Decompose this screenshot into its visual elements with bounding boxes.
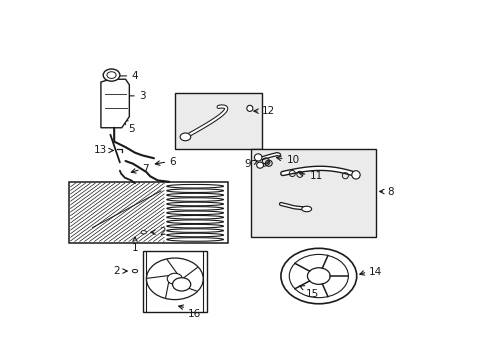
Circle shape — [307, 268, 329, 284]
Ellipse shape — [256, 162, 263, 168]
Ellipse shape — [351, 171, 359, 179]
Text: 6: 6 — [169, 157, 175, 167]
Text: 11: 11 — [309, 171, 322, 181]
Text: 15: 15 — [305, 288, 318, 298]
Text: 10: 10 — [286, 155, 299, 165]
Ellipse shape — [246, 105, 252, 111]
Text: 2: 2 — [113, 266, 120, 276]
Circle shape — [172, 278, 190, 291]
Circle shape — [103, 69, 120, 81]
Ellipse shape — [301, 206, 311, 212]
Text: 2: 2 — [159, 227, 165, 237]
Bar — [175, 93, 262, 149]
Text: 16: 16 — [188, 309, 201, 319]
Circle shape — [107, 72, 116, 78]
Ellipse shape — [132, 269, 138, 273]
Ellipse shape — [141, 231, 146, 234]
Bar — [250, 149, 375, 237]
Ellipse shape — [254, 154, 262, 161]
Text: 5: 5 — [128, 125, 135, 134]
Text: 4: 4 — [131, 71, 138, 81]
Circle shape — [280, 248, 356, 304]
Text: 13: 13 — [94, 145, 107, 156]
Bar — [142, 251, 206, 312]
Text: 9: 9 — [244, 159, 250, 169]
Bar — [68, 182, 227, 243]
Text: 12: 12 — [262, 106, 275, 116]
Text: 7: 7 — [142, 164, 149, 174]
Circle shape — [167, 273, 182, 284]
Text: 14: 14 — [368, 267, 382, 277]
Polygon shape — [101, 79, 129, 128]
Text: 3: 3 — [139, 91, 145, 101]
Text: 1: 1 — [131, 243, 138, 253]
Circle shape — [180, 133, 190, 141]
Text: 8: 8 — [386, 186, 393, 197]
